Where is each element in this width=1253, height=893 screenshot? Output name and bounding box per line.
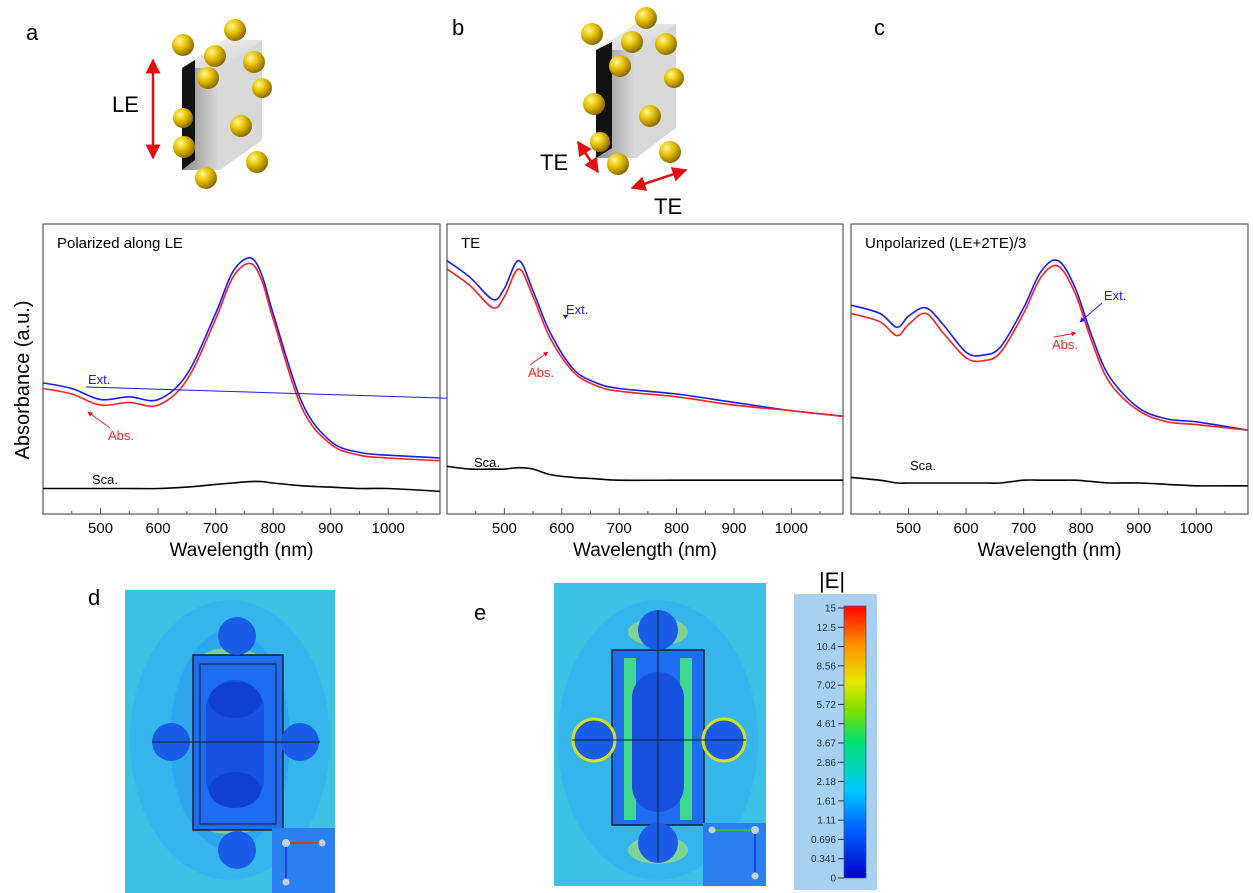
series-line-abs bbox=[850, 264, 1249, 431]
series-line-sca bbox=[446, 465, 843, 482]
annotation-ext: Ext. bbox=[1104, 288, 1126, 303]
panel-label-d: d bbox=[88, 585, 100, 610]
annotation-arrow-abs bbox=[87, 411, 111, 429]
annotation-sca: Sca. bbox=[92, 472, 118, 487]
te-arrow-2 bbox=[630, 167, 688, 191]
schematic-a: LE bbox=[112, 19, 272, 189]
x-tick-label: 600 bbox=[549, 520, 574, 537]
panel-label-b: b bbox=[452, 15, 464, 40]
x-axis-label: Wavelength (nm) bbox=[573, 540, 717, 561]
series-line-sca bbox=[43, 480, 441, 493]
annotation-sca: Sca. bbox=[474, 455, 500, 470]
te-label-2: TE bbox=[654, 194, 682, 219]
annotation-abs: Abs. bbox=[1052, 337, 1078, 352]
plot-frame bbox=[42, 223, 441, 515]
annotation-arrow-ext bbox=[562, 314, 569, 320]
plot-frame bbox=[446, 223, 844, 515]
x-tick-label: 800 bbox=[1069, 520, 1094, 537]
x-axis-label: Wavelength (nm) bbox=[978, 540, 1122, 561]
colorbar-tick-label: 10.4 bbox=[817, 642, 837, 653]
te-arrow-1 bbox=[576, 140, 600, 174]
x-tick-label: 700 bbox=[607, 520, 632, 537]
x-tick-label: 800 bbox=[261, 520, 286, 537]
panel-label-c: c bbox=[874, 15, 885, 40]
chart-title: Unpolarized (LE+2TE)/3 bbox=[865, 235, 1026, 252]
annotation-arrow-abs bbox=[1053, 331, 1077, 338]
x-tick-label: 700 bbox=[1011, 520, 1036, 537]
x-tick-label: 600 bbox=[954, 520, 979, 537]
colorbar-tick-label: 12.5 bbox=[817, 623, 837, 634]
schematic-b: TE TE bbox=[540, 7, 688, 219]
series-line-abs bbox=[446, 268, 844, 418]
colorbar-tick-label: 15 bbox=[825, 604, 837, 615]
panel-label-e: e bbox=[474, 600, 486, 625]
x-axis-label: Wavelength (nm) bbox=[170, 540, 314, 561]
x-tick-label: 900 bbox=[1126, 520, 1151, 537]
annotation-ext: Ext. bbox=[566, 302, 588, 317]
series-line-ext bbox=[42, 256, 441, 459]
colorbar: |E| 15 12.5 10.4 8.56 7.02 5.72 4.61 3.67 2.86 2.… bbox=[794, 568, 877, 890]
colorbar-ticks: 15 12.5 10.4 8.56 7.02 5.72 4.61 3.67 2.86 2.18 1.… bbox=[811, 604, 844, 885]
chart-title: Polarized along LE bbox=[57, 235, 183, 252]
chart-unpolarized: Unpolarized (LE+2TE)/3 500 600 700 800 900 100… bbox=[850, 223, 1249, 561]
colorbar-tick-label: 0.341 bbox=[811, 854, 836, 865]
te-label-1: TE bbox=[540, 150, 568, 175]
x-tick-label: 600 bbox=[146, 520, 171, 537]
field-map-e bbox=[554, 583, 766, 886]
gold-spheres-a bbox=[172, 19, 272, 189]
annotation-arrow-abs bbox=[529, 351, 549, 366]
le-label: LE bbox=[112, 92, 139, 117]
annotation-abs: Abs. bbox=[528, 365, 554, 380]
colorbar-tick-label: 1.11 bbox=[817, 816, 836, 827]
x-tick-label: 1000 bbox=[372, 520, 405, 537]
colorbar-tick-label: 0 bbox=[830, 874, 836, 885]
colorbar-tick-label: 4.61 bbox=[817, 719, 837, 730]
x-tick-label: 700 bbox=[203, 520, 228, 537]
colorbar-tick-label: 0.696 bbox=[811, 835, 836, 846]
chart-te: TE 500 600 700 800 900 1000 Wavelength (nm) Ext.… bbox=[446, 223, 844, 561]
annotation-arrow-ext bbox=[1079, 302, 1103, 323]
chart-polarized-le: Polarized along LE 500 600 700 800 900 1000 Wav… bbox=[42, 223, 506, 561]
panel-label-a: a bbox=[26, 20, 39, 45]
series-line-ext bbox=[850, 259, 1249, 431]
series-line-abs bbox=[42, 262, 441, 462]
x-tick-label: 1000 bbox=[775, 520, 808, 537]
x-tick-label: 500 bbox=[492, 520, 517, 537]
chart-title: TE bbox=[461, 235, 480, 252]
annotation-abs: Abs. bbox=[108, 428, 134, 443]
annotation-arrow-ext bbox=[85, 386, 506, 403]
field-map-d bbox=[125, 590, 335, 893]
colorbar-title: |E| bbox=[819, 568, 845, 593]
x-tick-label: 900 bbox=[318, 520, 343, 537]
x-tick-label: 1000 bbox=[1180, 520, 1213, 537]
x-tick-label: 500 bbox=[896, 520, 921, 537]
plot-frame bbox=[850, 223, 1249, 515]
colorbar-tick-label: 2.86 bbox=[817, 758, 837, 769]
annotation-sca: Sca. bbox=[910, 458, 936, 473]
colorbar-tick-label: 1.61 bbox=[817, 796, 837, 807]
colorbar-tick-label: 8.56 bbox=[817, 661, 837, 672]
x-tick-label: 500 bbox=[88, 520, 113, 537]
gold-spheres-b bbox=[581, 7, 684, 175]
series-line-ext bbox=[446, 259, 844, 418]
colorbar-tick-label: 3.67 bbox=[817, 739, 837, 750]
x-tick-label: 800 bbox=[664, 520, 689, 537]
colorbar-tick-label: 5.72 bbox=[817, 700, 837, 711]
colorbar-tick-label: 2.18 bbox=[817, 777, 837, 788]
y-axis-label: Absorbance (a.u.) bbox=[12, 301, 34, 460]
annotation-ext: Ext. bbox=[88, 372, 110, 387]
colorbar-tick-label: 7.02 bbox=[817, 681, 837, 692]
x-tick-label: 900 bbox=[721, 520, 746, 537]
series-line-sca bbox=[850, 476, 1249, 487]
